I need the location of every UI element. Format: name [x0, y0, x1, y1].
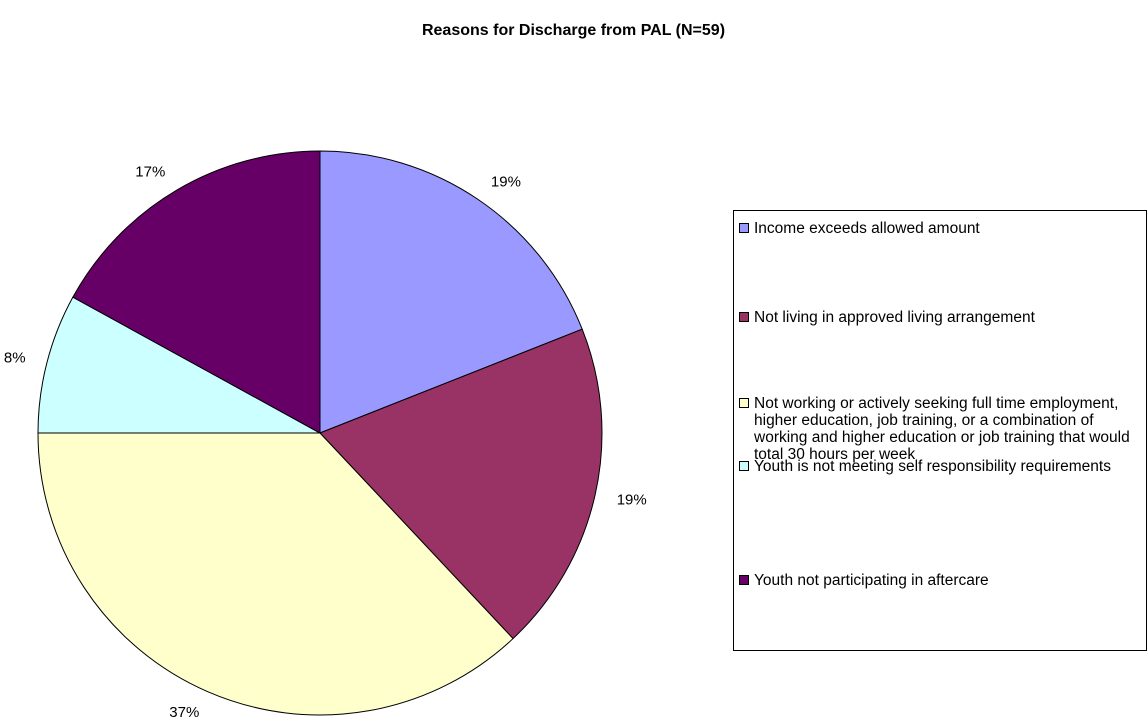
- pie-slice-label-4: 17%: [135, 163, 165, 180]
- legend-label-living-arrangement: Not living in approved living arrangemen…: [754, 309, 1035, 326]
- legend-item-living-arrangement: Not living in approved living arrangemen…: [739, 309, 1139, 326]
- legend-item-not-working: Not working or actively seeking full tim…: [739, 395, 1139, 463]
- legend-item-aftercare: Youth not participating in aftercare: [739, 572, 1139, 589]
- chart-title: Reasons for Discharge from PAL (N=59): [421, 22, 726, 39]
- legend-swatch-aftercare: [739, 575, 749, 585]
- legend-label-not-working: Not working or actively seeking full tim…: [754, 395, 1130, 463]
- pie-slice-2: [37, 432, 514, 716]
- pie-slice-label-2: 37%: [169, 704, 199, 721]
- legend-item-income: Income exceeds allowed amount: [739, 220, 1139, 237]
- pie-slice-label-0: 19%: [491, 174, 521, 191]
- pie-slice-3: [37, 296, 321, 434]
- legend-swatch-living-arrangement: [739, 312, 749, 322]
- legend-label-self-responsibility: Youth is not meeting self responsibility…: [754, 458, 1111, 475]
- legend: Income exceeds allowed amount Not living…: [733, 210, 1147, 651]
- pie-slice-label-3: 8%: [4, 349, 26, 366]
- pie-slice-1: [319, 328, 603, 640]
- pie-slice-label-1: 19%: [617, 491, 647, 508]
- legend-swatch-self-responsibility: [739, 461, 749, 471]
- legend-swatch-not-working: [739, 398, 749, 408]
- legend-item-self-responsibility: Youth is not meeting self responsibility…: [739, 458, 1139, 475]
- legend-label-aftercare: Youth not participating in aftercare: [754, 572, 989, 589]
- legend-swatch-income: [739, 223, 749, 233]
- pie-slice-0: [319, 150, 583, 434]
- legend-label-income: Income exceeds allowed amount: [754, 220, 980, 237]
- pie-slice-4: [72, 150, 321, 434]
